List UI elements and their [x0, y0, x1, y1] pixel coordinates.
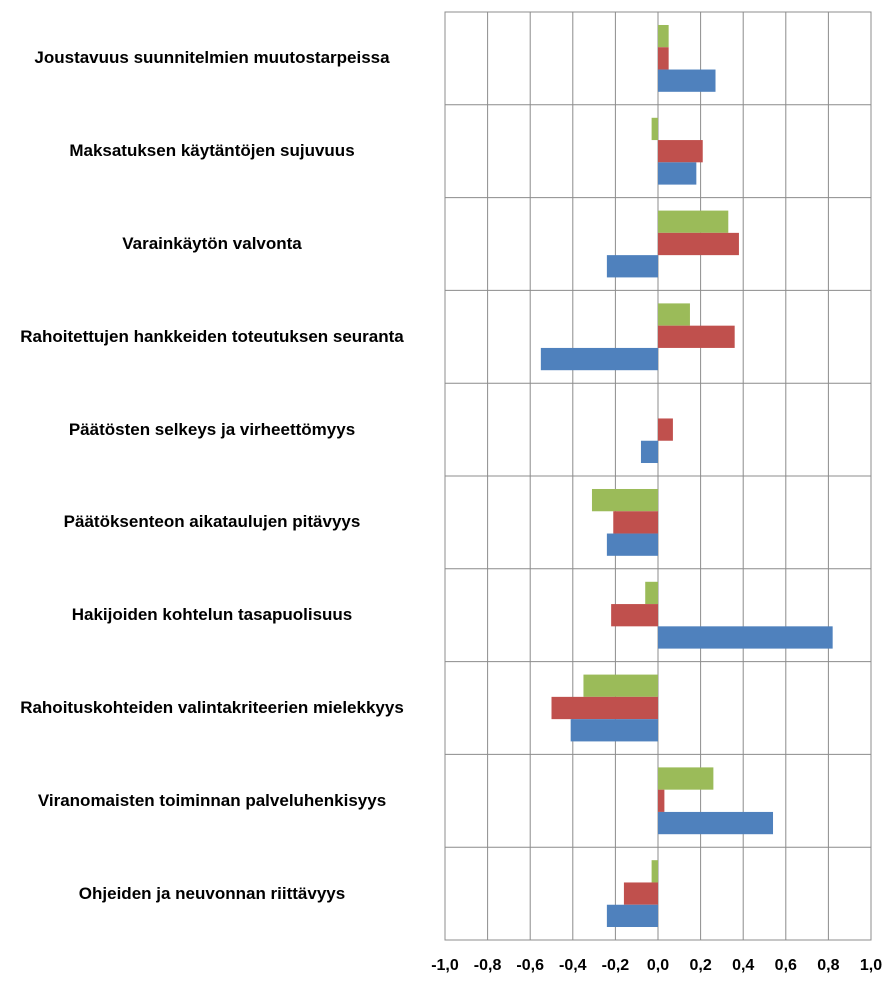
bar: [658, 162, 697, 185]
x-tick-label: -0,4: [559, 957, 587, 974]
bar: [651, 860, 658, 883]
bar: [623, 882, 658, 905]
bar: [645, 581, 658, 605]
bar: [540, 347, 658, 371]
bar: [640, 440, 658, 464]
category-label: Päätösten selkeys ja virheettömyys: [68, 419, 356, 439]
bar: [611, 604, 658, 627]
x-tick-label: -0,6: [516, 957, 544, 974]
x-tick-label: 1,0: [860, 957, 882, 974]
bar: [606, 533, 658, 556]
bar: [606, 904, 658, 928]
bar: [658, 811, 774, 835]
category-label: Rahoitettujen hankkeiden toteutuksen seu…: [20, 326, 404, 346]
bar: [613, 511, 658, 534]
bar: [651, 117, 658, 141]
bar: [658, 24, 669, 48]
bar: [658, 210, 729, 233]
bar: [658, 626, 833, 649]
category-label: Varainkäytön valvonta: [122, 233, 302, 253]
bar: [658, 418, 673, 441]
x-tick-label: -0,8: [474, 957, 502, 974]
bar: [658, 47, 669, 70]
bar: [658, 325, 735, 348]
bar: [658, 232, 739, 256]
x-tick-label: 0,2: [689, 957, 711, 974]
x-tick-label: 0,4: [732, 957, 754, 974]
bar: [658, 140, 703, 163]
category-label: Maksatuksen käytäntöjen sujuvuus: [69, 141, 355, 161]
bar: [658, 789, 665, 812]
x-tick-label: 0,6: [775, 957, 797, 974]
category-label: Rahoituskohteiden valintakriteerien miel…: [20, 697, 404, 717]
x-tick-label: 0,8: [817, 957, 839, 974]
bar: [658, 69, 716, 92]
category-label: Päätöksenteon aikataulujen pitävyys: [63, 512, 361, 532]
x-tick-label: -0,2: [602, 957, 630, 974]
plot-border: [444, 11, 872, 941]
x-tick-label: 0,0: [647, 957, 669, 974]
category-label: Hakijoiden kohtelun tasapuolisuus: [71, 605, 353, 625]
bar: [606, 255, 658, 278]
category-label: Viranomaisten toiminnan palveluhenkisyys: [37, 790, 387, 810]
bar: [583, 674, 658, 697]
bar: [658, 767, 714, 790]
bar: [570, 719, 658, 742]
bar: [551, 696, 658, 720]
bar: [591, 488, 658, 512]
category-label: Joustavuus suunnitelmien muutostarpeissa: [34, 48, 390, 68]
x-tick-label: -1,0: [431, 957, 459, 974]
category-label: Ohjeiden ja neuvonnan riittävyys: [78, 883, 346, 903]
bar: [658, 303, 690, 326]
